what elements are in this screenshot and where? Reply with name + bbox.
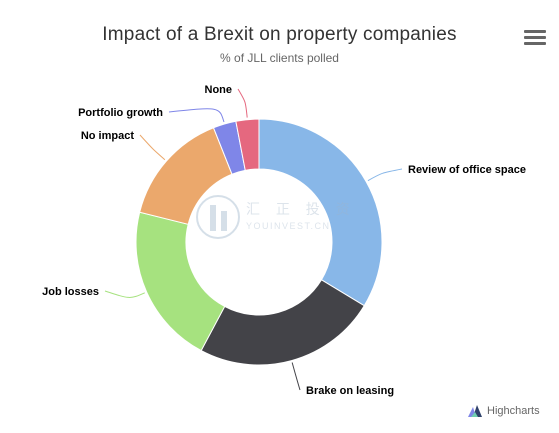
connector-job-losses [104,290,145,298]
slice-no-impact[interactable] [139,127,233,225]
slice-none[interactable] [235,118,260,171]
label-review-of-office-space: Review of office space [408,164,526,176]
connector-none [237,88,248,118]
label-portfolio-growth: Portfolio growth [78,107,163,119]
hamburger-menu-icon[interactable] [524,30,546,48]
label-job-losses: Job losses [42,286,99,298]
label-none: None [205,84,233,96]
connector-no-impact [139,134,166,161]
connector-portfolio-growth [168,108,225,123]
chart-title: Impact of a Brexit on property companies [102,24,457,45]
label-brake-on-leasing: Brake on leasing [306,385,394,397]
highcharts-credit[interactable]: Highcharts [467,403,540,419]
chart-subtitle: % of JLL clients polled [220,51,339,65]
slice-job-losses[interactable] [135,211,226,352]
slice-brake-on-leasing[interactable] [200,279,365,366]
slice-review-of-office-space[interactable] [258,118,383,307]
highcharts-logo-icon [468,405,482,417]
credit-label: Highcharts [487,405,540,417]
label-no-impact: No impact [81,130,135,142]
connector-review-of-office-space [367,168,403,182]
connector-brake-on-leasing [291,362,301,391]
